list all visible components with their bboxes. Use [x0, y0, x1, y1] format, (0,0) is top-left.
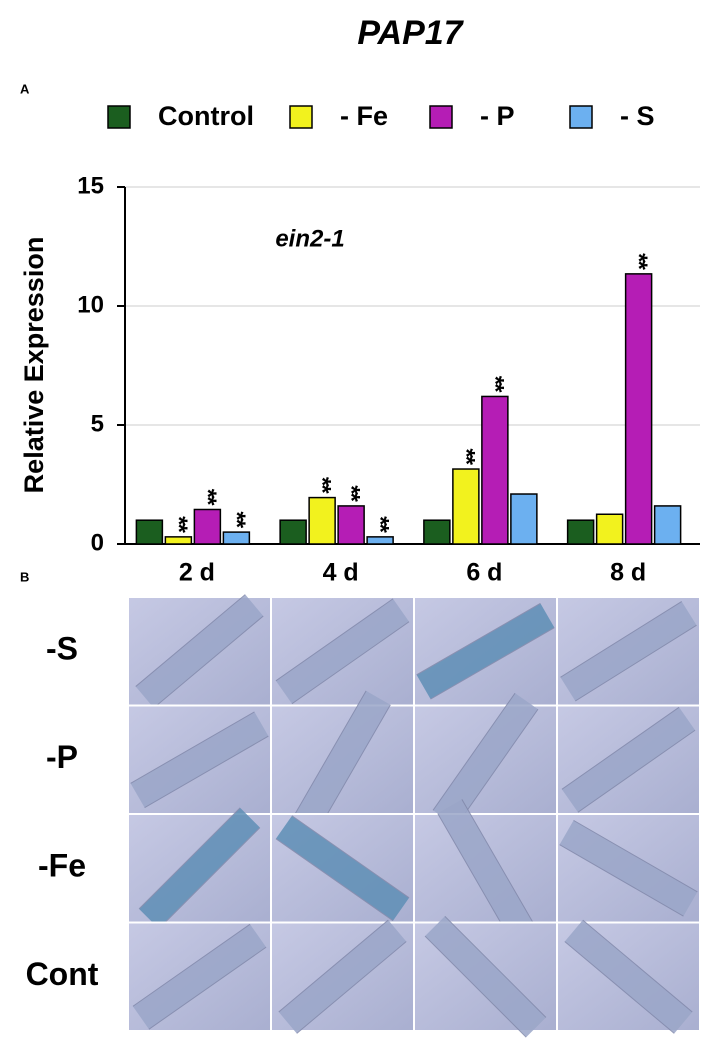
- bar: [510, 493, 538, 545]
- annotation: ein2-1: [275, 225, 344, 252]
- significance-label: **: [481, 376, 508, 393]
- legend-swatch: [569, 105, 593, 129]
- row-label: -S: [46, 631, 78, 667]
- row-label: Cont: [26, 956, 99, 992]
- image-grid: [109, 569, 708, 1038]
- significance-label: **: [309, 477, 336, 494]
- bar: [193, 508, 222, 545]
- legend-label: - S: [620, 101, 655, 131]
- significance-label: **: [625, 253, 652, 270]
- bar: [308, 496, 336, 545]
- panel-label: A: [20, 81, 30, 96]
- bar: [366, 536, 394, 545]
- root: [252, 575, 433, 727]
- x-tick-label: 4 d: [323, 559, 359, 587]
- root: [274, 670, 411, 849]
- bar: [135, 519, 164, 545]
- bar: [481, 395, 509, 545]
- bar: [222, 531, 251, 545]
- significance-label: **: [194, 489, 221, 506]
- bar: [653, 505, 682, 545]
- row-label: -Fe: [38, 848, 86, 884]
- bar: [566, 519, 595, 545]
- panel-label: B: [20, 569, 29, 584]
- root: [109, 901, 290, 1038]
- root: [252, 792, 433, 944]
- significance-label: **: [223, 511, 250, 528]
- root: [539, 800, 708, 937]
- root: [396, 583, 575, 720]
- y-tick-label: 0: [91, 529, 104, 556]
- significance-label: **: [338, 485, 365, 502]
- significance-label: **: [452, 448, 479, 465]
- bar: [164, 536, 193, 545]
- bar: [423, 519, 451, 545]
- legend-label: - Fe: [340, 101, 388, 131]
- significance-label: **: [165, 516, 192, 533]
- root: [539, 580, 708, 723]
- legend-swatch: [429, 105, 453, 129]
- legend-swatch: [289, 105, 313, 129]
- legend-swatch: [107, 105, 131, 129]
- legend-label: - P: [480, 101, 515, 131]
- chart-title: PAP17: [357, 14, 464, 52]
- x-tick-label: 8 d: [610, 559, 646, 587]
- y-tick-label: 10: [77, 291, 104, 318]
- y-axis-label: Relative Expression: [19, 237, 49, 494]
- bar: [595, 513, 624, 545]
- y-tick-label: 5: [91, 410, 104, 437]
- x-tick-label: 6 d: [466, 559, 502, 587]
- root: [538, 684, 708, 836]
- x-tick-label: 2 d: [179, 559, 215, 587]
- row-label: -P: [46, 739, 78, 775]
- root: [417, 779, 554, 958]
- bar: [624, 273, 653, 545]
- legend-label: Control: [158, 101, 254, 131]
- bar: [337, 505, 365, 545]
- bar: [452, 468, 480, 545]
- significance-label: **: [367, 516, 394, 533]
- root: [110, 691, 289, 828]
- y-tick-label: 15: [77, 172, 104, 199]
- bar: [279, 519, 307, 545]
